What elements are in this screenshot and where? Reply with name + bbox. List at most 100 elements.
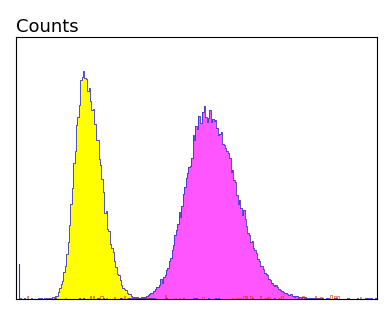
Bar — [266, 274, 267, 299]
Bar — [121, 285, 123, 299]
Bar — [181, 206, 183, 299]
Bar — [141, 298, 142, 299]
Bar — [59, 288, 61, 299]
Bar — [186, 178, 187, 299]
Bar — [194, 140, 195, 299]
Bar — [264, 273, 266, 299]
Bar — [79, 105, 80, 299]
Bar — [214, 122, 215, 299]
Bar — [246, 225, 247, 299]
Bar — [278, 289, 280, 299]
Bar — [144, 298, 145, 299]
Bar — [287, 294, 288, 299]
Bar — [137, 297, 138, 299]
Bar — [139, 298, 141, 299]
Bar — [294, 297, 295, 299]
Bar — [204, 106, 205, 299]
Bar — [128, 298, 130, 299]
Bar — [238, 204, 239, 299]
Bar — [83, 72, 84, 299]
Bar — [160, 279, 162, 299]
Bar — [156, 287, 158, 299]
Bar — [275, 285, 277, 299]
Bar — [222, 144, 224, 299]
Bar — [97, 140, 98, 299]
Bar — [107, 229, 109, 299]
Bar — [75, 151, 76, 299]
Bar — [188, 167, 190, 299]
Bar — [141, 297, 142, 299]
Bar — [256, 253, 257, 299]
Bar — [112, 252, 114, 299]
Bar — [170, 258, 172, 299]
Bar — [163, 277, 165, 299]
Bar — [80, 80, 82, 299]
Bar — [235, 182, 236, 299]
Bar — [117, 274, 118, 299]
Bar — [176, 230, 177, 299]
Bar — [195, 127, 197, 299]
Bar — [197, 129, 198, 299]
Bar — [280, 290, 281, 299]
Bar — [301, 298, 302, 299]
Bar — [303, 298, 305, 299]
Bar — [167, 268, 169, 299]
Bar — [260, 267, 261, 299]
Bar — [250, 242, 252, 299]
Bar — [261, 266, 263, 299]
Bar — [193, 135, 194, 299]
Bar — [172, 250, 173, 299]
Bar — [165, 275, 166, 299]
Bar — [177, 224, 179, 299]
Bar — [226, 151, 228, 299]
Bar — [48, 298, 49, 299]
Bar — [111, 248, 112, 299]
Bar — [243, 210, 245, 299]
Bar — [190, 166, 191, 299]
Bar — [76, 125, 77, 299]
Bar — [289, 294, 291, 299]
Bar — [146, 296, 148, 299]
Bar — [77, 117, 79, 299]
Bar — [151, 293, 152, 299]
Bar — [131, 296, 132, 299]
Bar — [70, 204, 72, 299]
Bar — [218, 135, 219, 299]
Bar — [274, 286, 275, 299]
Bar — [137, 298, 138, 299]
Bar — [51, 298, 52, 299]
Bar — [145, 297, 146, 299]
Bar — [221, 132, 222, 299]
Bar — [116, 267, 117, 299]
Bar — [89, 88, 90, 299]
Bar — [138, 298, 139, 299]
Bar — [144, 297, 145, 299]
Bar — [135, 297, 137, 299]
Bar — [103, 192, 104, 299]
Bar — [224, 145, 225, 299]
Bar — [123, 288, 124, 299]
Bar — [305, 297, 307, 299]
Bar — [271, 282, 273, 299]
Bar — [307, 298, 308, 299]
Bar — [236, 195, 238, 299]
Bar — [91, 110, 93, 299]
Bar — [90, 101, 91, 299]
Bar — [309, 298, 310, 299]
Bar — [228, 153, 229, 299]
Bar — [207, 122, 208, 299]
Bar — [152, 293, 153, 299]
Bar — [245, 219, 246, 299]
Bar — [205, 118, 207, 299]
Bar — [54, 298, 55, 299]
Bar — [86, 80, 87, 299]
Bar — [130, 298, 131, 299]
Bar — [68, 242, 69, 299]
Bar — [105, 211, 107, 299]
Bar — [231, 172, 232, 299]
Bar — [291, 294, 293, 299]
Bar — [282, 292, 284, 299]
Bar — [130, 294, 131, 299]
Bar — [174, 235, 176, 299]
Bar — [49, 298, 51, 299]
